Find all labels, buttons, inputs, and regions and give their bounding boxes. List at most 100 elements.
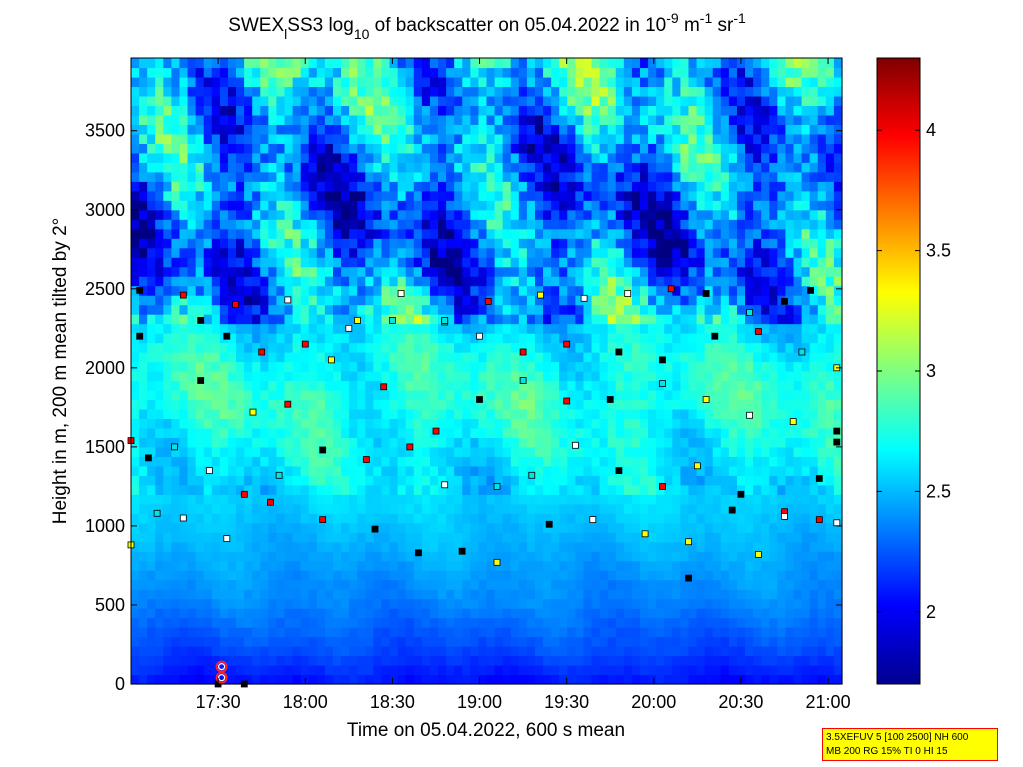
heatmap-cell [203, 674, 213, 685]
heatmap-cell [300, 627, 310, 638]
heatmap-cell [478, 114, 488, 125]
heatmap-cell [139, 418, 148, 429]
heatmap-cell [526, 655, 536, 666]
heatmap-cell [559, 67, 568, 78]
heatmap-cell [155, 171, 164, 182]
heatmap-cell [672, 143, 682, 154]
heatmap-cell [332, 181, 342, 192]
heatmap-cell [672, 560, 682, 571]
heatmap-cell [720, 484, 730, 495]
heatmap-cell [292, 484, 302, 495]
heatmap-cell [664, 162, 673, 173]
heatmap-cell [413, 58, 423, 69]
heatmap-cell [728, 314, 738, 325]
heatmap-cell [260, 200, 269, 211]
heatmap-cell [284, 608, 294, 619]
heatmap-cell [470, 465, 480, 476]
heatmap-cell [349, 655, 358, 666]
heatmap-cell [131, 114, 140, 125]
heatmap-cell [648, 646, 657, 657]
heatmap-cell [510, 152, 520, 163]
heatmap-cell [421, 389, 431, 401]
heatmap-cell [236, 646, 245, 657]
heatmap-cell [543, 608, 552, 619]
heatmap-cell [567, 371, 576, 382]
heatmap-cell [429, 323, 439, 334]
heatmap-cell [583, 219, 593, 230]
heatmap-cell [704, 617, 714, 628]
heatmap-cell [470, 399, 480, 410]
heatmap-cell [559, 352, 568, 363]
heatmap-cell [438, 190, 447, 201]
heatmap-cell [244, 257, 253, 268]
heatmap-cell [131, 276, 140, 287]
heatmap-cell [381, 494, 391, 505]
heatmap-cell [300, 598, 310, 609]
heatmap-cell [567, 295, 576, 306]
heatmap-cell [518, 58, 528, 69]
heatmap-cell [688, 465, 698, 476]
heatmap-cell [405, 674, 415, 685]
heatmap-cell [211, 560, 221, 571]
heatmap-cell [518, 408, 528, 420]
heatmap-cell [591, 408, 601, 420]
heatmap-cell [211, 655, 221, 666]
heatmap-cell [494, 541, 504, 552]
heatmap-cell [219, 361, 229, 372]
heatmap-cell [300, 247, 310, 258]
heatmap-cell [583, 655, 593, 666]
heatmap-cell [260, 446, 269, 457]
heatmap-cell [413, 636, 423, 647]
heatmap-cell [526, 323, 536, 334]
heatmap-cell [429, 475, 439, 486]
heatmap-cell [510, 475, 520, 486]
heatmap-cell [131, 219, 140, 230]
heatmap-cell [486, 665, 496, 676]
heatmap-cell [365, 503, 374, 514]
heatmap-cell [446, 95, 455, 107]
heatmap-cell [648, 162, 657, 173]
heatmap-cell [373, 408, 383, 420]
heatmap-cell [276, 665, 286, 676]
heatmap-cell [688, 209, 698, 220]
heatmap-cell [567, 209, 576, 220]
heatmap-cell [510, 114, 520, 125]
heatmap-cell [534, 276, 544, 287]
heatmap-cell [187, 152, 197, 163]
heatmap-cell [284, 674, 294, 685]
heatmap-cell [268, 342, 278, 353]
heatmap-cell [518, 608, 528, 619]
heatmap-cell [623, 304, 633, 315]
heatmap-cell [510, 219, 520, 230]
heatmap-cell [268, 58, 278, 69]
heatmap-cell [292, 143, 302, 154]
heatmap-cell [567, 674, 576, 685]
heatmap-cell [131, 247, 140, 258]
heatmap-cell [526, 589, 536, 600]
heatmap-cell [187, 342, 197, 353]
heatmap-cell [631, 389, 641, 401]
heatmap-cell [397, 437, 407, 448]
heatmap-cell [462, 503, 471, 514]
heatmap-cell [728, 105, 738, 116]
heatmap-cell [373, 636, 383, 647]
heatmap-cell [438, 228, 447, 239]
heatmap-cell [429, 408, 439, 420]
heatmap-cell [349, 665, 358, 676]
heatmap-cell [696, 674, 706, 685]
heatmap-cell [349, 171, 358, 182]
heatmap-cell [405, 494, 415, 505]
heatmap-cell [308, 105, 318, 116]
heatmap-cell [640, 285, 649, 296]
heatmap-cell [696, 503, 706, 514]
heatmap-cell [332, 238, 342, 249]
heatmap-cell [147, 456, 156, 467]
heatmap-cell [543, 304, 552, 315]
heatmap-cell [341, 437, 350, 448]
heatmap-cell [551, 513, 560, 524]
heatmap-cell [599, 238, 609, 249]
heatmap-cell [373, 674, 383, 685]
heatmap-cell [332, 257, 342, 268]
heatmap-cell [349, 674, 358, 685]
heatmap-cell [349, 494, 358, 505]
